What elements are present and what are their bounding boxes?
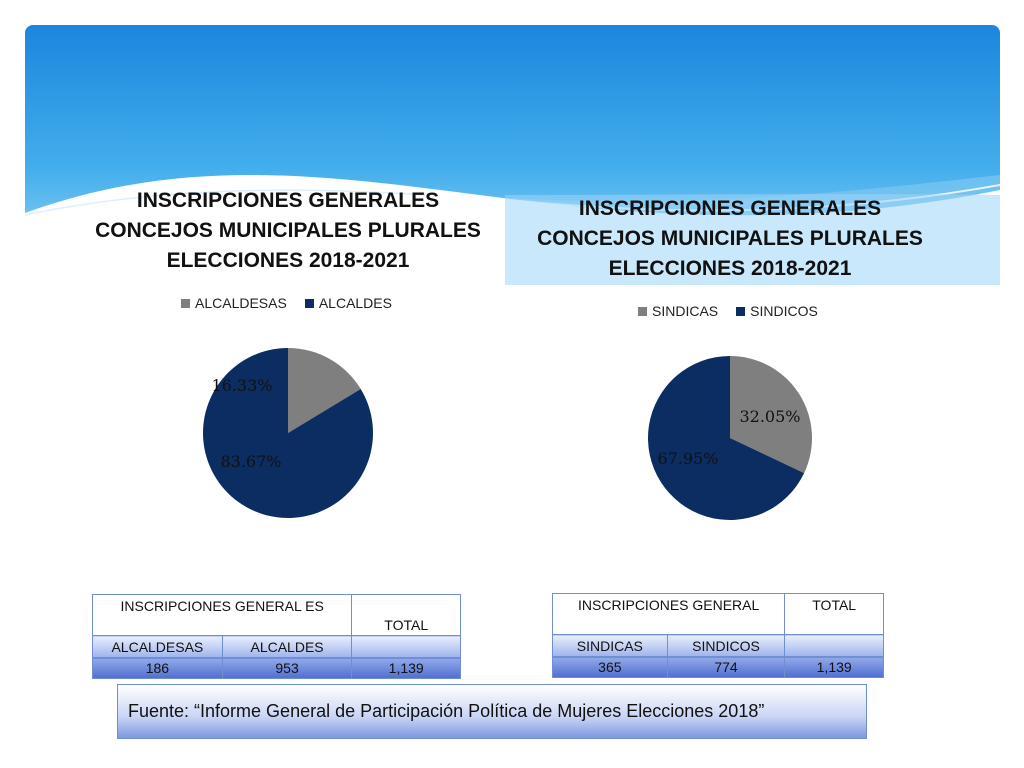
pie-data-label-sindicos: 67.95% [657, 449, 718, 468]
pie-slice-alcaldes [203, 348, 373, 518]
legend-label-alcaldesas: ALCALDESAS [195, 295, 287, 311]
legend-swatch-grey [638, 306, 647, 316]
pie-slice-sindicas [730, 356, 812, 474]
table-col-sindicos: SINDICOS [666, 634, 786, 657]
right-chart-title: INSCRIPCIONES GENERALES CONCEJOS MUNICIP… [510, 194, 950, 284]
table-header-group: INSCRIPCIONES GENERAL [551, 593, 786, 635]
legend-label-sindicas: SINDICAS [652, 303, 719, 319]
right-chart-title-line-1: INSCRIPCIONES GENERALES [578, 197, 882, 220]
left-pie-chart: 16.33% 83.67% [203, 348, 373, 518]
right-chart-title-line-3: ELECCIONES 2018-2021 [608, 257, 852, 280]
left-chart-title-line-2: CONCEJOS MUNICIPALES PLURALES [95, 219, 481, 242]
pie-data-label-alcaldes: 83.67% [220, 452, 281, 471]
legend-swatch-navy [736, 306, 746, 316]
table-header-total: TOTAL [351, 594, 461, 636]
right-chart-title-line-2: CONCEJOS MUNICIPALES PLURALES [537, 227, 923, 250]
legend-label-sindicos: SINDICOS [750, 303, 818, 319]
table-header-total: TOTAL [784, 593, 884, 635]
table-cell-alcaldes-value: 953 [221, 657, 353, 679]
table-col-alcaldes: ALCALDES [221, 635, 353, 658]
legend-item-sindicos: SINDICOS [736, 303, 818, 319]
table-cell-total-value: 1,139 [784, 656, 884, 678]
legend-swatch-grey [181, 298, 190, 308]
left-chart-title: INSCRIPCIONES GENERALES CONCEJOS MUNICIP… [68, 186, 508, 276]
table-col-alcaldesas: ALCALDESAS [92, 635, 223, 658]
legend-item-alcaldesas: ALCALDESAS [181, 295, 287, 311]
legend-item-sindicas: SINDICAS [638, 303, 718, 319]
right-data-table: INSCRIPCIONES GENERAL TOTAL SINDICAS SIN… [551, 593, 884, 678]
table-cell-sindicas-value: 365 [552, 656, 668, 678]
table-col-sindicas: SINDICAS [552, 634, 668, 657]
left-chart-title-line-1: INSCRIPCIONES GENERALES [136, 189, 440, 212]
legend-item-alcaldes: ALCALDES [304, 295, 392, 311]
pie-slice-sindicos [648, 356, 805, 520]
source-note: Fuente: “Informe General de Participació… [117, 684, 867, 739]
left-chart-title-line-3: ELECCIONES 2018-2021 [166, 249, 410, 272]
right-pie-chart: 32.05% 67.95% [648, 356, 812, 520]
table-cell-alcaldesas-value: 186 [92, 657, 223, 679]
table-col-empty [351, 635, 461, 658]
legend-swatch-navy [304, 298, 314, 308]
source-text: Fuente: “Informe General de Participació… [128, 701, 765, 721]
header-banner [25, 25, 1000, 285]
left-data-table: INSCRIPCIONES GENERAL ES TOTAL ALCALDESA… [91, 594, 461, 679]
header-wave-graphic [25, 25, 1000, 285]
left-chart-legend: ALCALDESAS ALCALDES [181, 295, 392, 311]
table-header-group: INSCRIPCIONES GENERAL ES [91, 594, 353, 636]
pie-data-label-sindicas: 32.05% [739, 407, 800, 426]
table-cell-sindicos-value: 774 [666, 656, 786, 678]
pie-slice-alcaldesas [288, 348, 361, 433]
table-col-empty [784, 634, 884, 657]
table-cell-total-value: 1,139 [351, 657, 461, 679]
legend-label-alcaldes: ALCALDES [318, 295, 392, 311]
right-chart-legend: SINDICAS SINDICOS [638, 303, 818, 319]
pie-data-label-alcaldesas: 16.33% [211, 376, 272, 395]
